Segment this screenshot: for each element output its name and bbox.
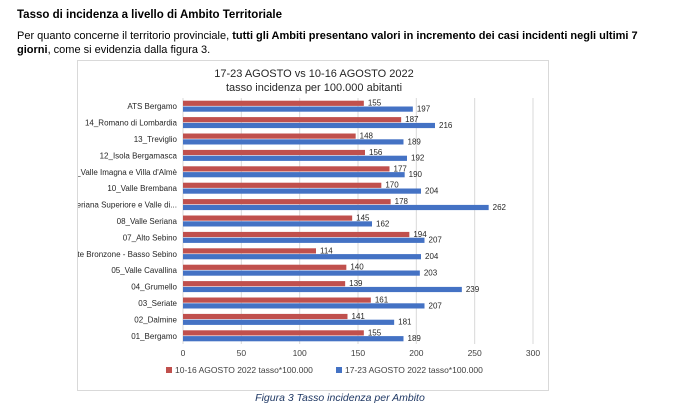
x-tick-label-2: 100	[293, 348, 307, 358]
data-label-series0-13: 141	[352, 312, 366, 321]
data-label-series0-1: 187	[405, 115, 419, 124]
chart-title: 17-23 AGOSTO vs 10-16 AGOSTO 2022	[214, 68, 414, 80]
data-label-series1-12: 207	[429, 301, 443, 310]
data-label-series1-14: 189	[408, 334, 422, 343]
chart-container: 17-23 AGOSTO vs 10-16 AGOSTO 2022 tasso i…	[77, 60, 549, 391]
legend-swatch-1	[336, 367, 342, 373]
data-label-series1-1: 216	[439, 121, 453, 130]
bar-series1-9	[183, 254, 421, 260]
section-heading: Tasso di incidenza a livello di Ambito T…	[17, 9, 282, 21]
data-label-series0-5: 170	[385, 181, 399, 190]
data-label-series1-6: 262	[493, 203, 507, 212]
bar-series0-14	[183, 330, 364, 336]
legend-swatch-0	[166, 367, 172, 373]
data-label-series0-11: 139	[349, 279, 363, 288]
data-label-series0-12: 161	[375, 296, 389, 305]
bar-series1-7	[183, 221, 372, 227]
data-label-series0-2: 148	[360, 132, 374, 141]
category-label-9: 06_Monte Bronzone - Basso Sebino	[78, 250, 178, 259]
data-label-series1-10: 203	[424, 269, 438, 278]
bar-series0-10	[183, 264, 347, 270]
category-label-2: 13_Treviglio	[134, 135, 178, 144]
bar-series0-7	[183, 215, 353, 221]
bar-series0-2	[183, 133, 356, 139]
data-label-series0-9: 114	[320, 246, 333, 255]
bar-series0-3	[183, 149, 365, 156]
figure-caption: Figura 3 Tasso incidenza per Ambito	[255, 392, 425, 404]
data-label-series0-3: 156	[369, 148, 383, 157]
bar-series1-8	[183, 237, 425, 243]
bar-series1-1	[183, 122, 435, 129]
category-label-1: 14_Romano di Lombardia	[85, 119, 178, 128]
chart-subtitle: tasso incidenza per 100.000 abitanti	[226, 82, 402, 94]
data-label-series1-11: 239	[466, 285, 480, 294]
data-label-series0-10: 140	[350, 263, 364, 272]
bar-series1-4	[183, 172, 405, 178]
category-label-6: 09_Valle Seriana Superiore e Valle di...	[78, 201, 177, 210]
intro-text-start: Per quanto concerne il territorio provin…	[17, 30, 233, 42]
data-label-series1-9: 204	[425, 252, 439, 261]
data-label-series1-8: 207	[429, 236, 443, 245]
bar-series0-11	[183, 281, 346, 287]
intro-paragraph: Per quanto concerne il territorio provin…	[17, 29, 667, 57]
data-label-series1-13: 181	[398, 318, 412, 327]
category-label-0: ATS Bergamo	[127, 102, 177, 111]
x-tick-label-0: 0	[181, 348, 186, 358]
x-tick-label-6: 300	[526, 348, 540, 358]
x-tick-label-5: 250	[468, 348, 482, 358]
data-label-series1-3: 192	[411, 154, 425, 163]
bar-series0-1	[183, 117, 402, 123]
category-label-8: 07_Alto Sebino	[123, 233, 178, 242]
legend-label-0: 10-16 AGOSTO 2022 tasso*100.000	[175, 365, 313, 375]
bar-series1-0	[183, 106, 413, 112]
data-label-series1-4: 190	[409, 170, 423, 179]
legend-label-1: 17-23 AGOSTO 2022 tasso*100.000	[345, 365, 483, 375]
category-label-10: 05_Valle Cavallina	[111, 266, 177, 275]
bar-chart: 17-23 AGOSTO vs 10-16 AGOSTO 2022 tasso i…	[78, 68, 540, 375]
bar-series0-9	[183, 248, 316, 254]
data-label-series1-5: 204	[425, 187, 439, 196]
data-label-series0-8: 194	[413, 230, 427, 239]
bar-series0-6	[183, 199, 391, 205]
bar-series1-11	[183, 286, 462, 293]
data-label-series1-7: 162	[376, 219, 390, 228]
category-label-14: 01_Bergamo	[131, 332, 177, 341]
bar-series1-13	[183, 319, 395, 325]
data-label-series0-4: 177	[394, 164, 408, 173]
category-label-4: 11_Valle Imagna e Villa d'Almè	[78, 168, 178, 177]
bar-series0-12	[183, 297, 371, 303]
category-label-11: 04_Grumello	[131, 283, 177, 292]
bar-series1-10	[183, 270, 420, 276]
bar-series1-2	[183, 139, 404, 145]
x-tick-label-1: 50	[237, 348, 247, 358]
category-label-5: 10_Valle Brembana	[107, 184, 177, 193]
bar-series1-12	[183, 303, 425, 309]
data-label-series1-2: 189	[408, 137, 422, 146]
bar-series0-8	[183, 231, 410, 238]
bar-series1-14	[183, 336, 404, 342]
bar-series0-5	[183, 182, 382, 188]
intro-text-end: , come si evidenzia dalla figura 3.	[47, 44, 211, 56]
x-tick-label-3: 150	[351, 348, 365, 358]
x-tick-label-4: 200	[409, 348, 423, 358]
bar-series0-4	[183, 166, 390, 172]
category-label-12: 03_Seriate	[138, 299, 177, 308]
bar-series1-5	[183, 188, 421, 194]
data-label-series0-14: 155	[368, 328, 382, 337]
data-label-series0-0: 155	[368, 99, 382, 108]
data-label-series0-6: 178	[395, 197, 409, 206]
bar-series1-3	[183, 155, 407, 161]
bar-series0-0	[183, 100, 364, 106]
data-label-series1-0: 197	[417, 105, 431, 114]
data-label-series0-7: 145	[356, 214, 370, 223]
intro-text-bold: tutti gli Ambiti presentano valori in in…	[17, 30, 638, 56]
bar-series1-6	[183, 204, 489, 211]
bar-series0-13	[183, 313, 348, 320]
category-label-3: 12_Isola Bergamasca	[100, 151, 178, 160]
category-label-13: 02_Dalmine	[134, 315, 177, 324]
category-label-7: 08_Valle Seriana	[117, 217, 178, 226]
